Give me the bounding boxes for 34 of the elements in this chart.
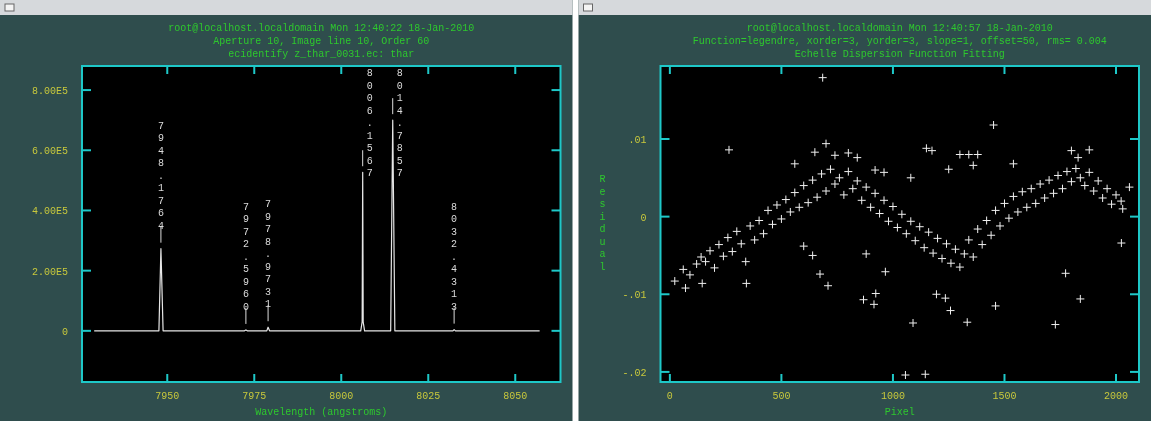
x-tick-label: 1500 (992, 391, 1017, 402)
y-tick-label: 4.00E5 (31, 206, 68, 218)
chart-title: root@localhost.localdomain Mon 12:40:22 18-Jan-2010 (168, 23, 475, 34)
x-tick-label: 8025 (416, 391, 441, 402)
y-tick-label: -.02 (622, 367, 647, 379)
text: Echelle Dispersion Function Fitting (794, 49, 1005, 60)
y-tick-label: 6.00E5 (31, 146, 68, 158)
x-tick-label: 8000 (329, 391, 354, 402)
y-tick-label: 2.00E5 (31, 266, 68, 278)
x-axis-title: Wavelength (angstroms) (255, 407, 388, 418)
annotation: 7972.5960 (240, 201, 252, 315)
chart-subtitle: Function=legendre, xorder=3, yorder=3, slope=1, offset=50, rms= 0.004 (692, 36, 1107, 47)
x-tick-label: 8050 (503, 391, 528, 402)
annotation: 8032.4313 (448, 201, 460, 315)
x-tick-label: 1000 (880, 391, 905, 402)
y-tick-label: -.01 (622, 290, 647, 302)
x-tick-label: 7975 (242, 391, 267, 402)
y-tick-label: 8.00E5 (31, 86, 68, 98)
chart-title: root@localhost.localdomain Mon 12:40:57 18-Jan-2010 (746, 23, 1053, 34)
y-axis-title: Residual (597, 174, 608, 274)
x-axis-title: Pixel (884, 407, 915, 418)
y-tick-label: 0 (640, 212, 647, 224)
annotation: 8006.1567 (364, 68, 376, 181)
annotation: 8014.7857 (394, 68, 406, 181)
y-tick-label: .01 (628, 134, 647, 146)
text: ecidentify z_thar_0031.ec: thar (228, 49, 415, 60)
x-tick-label: 2000 (1104, 391, 1129, 402)
annotation: 7978.9731 (262, 199, 274, 312)
x-tick-label: 500 (772, 391, 791, 402)
annotation: 7948.1764 (155, 120, 167, 234)
chart-subtitle: Aperture 10, Image line 10, Order 60 (213, 36, 430, 47)
y-tick-label: 0 (61, 326, 68, 338)
x-tick-label: 7950 (155, 391, 180, 402)
x-tick-label: 0 (666, 391, 673, 402)
